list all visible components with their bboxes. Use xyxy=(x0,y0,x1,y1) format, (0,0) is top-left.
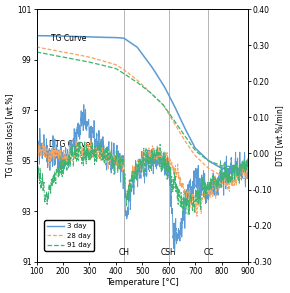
Text: CSH: CSH xyxy=(161,248,177,257)
Text: CH: CH xyxy=(118,248,129,257)
Text: DTG Curve: DTG Curve xyxy=(49,140,90,149)
Text: CC: CC xyxy=(203,248,214,257)
Text: TG Curve: TG Curve xyxy=(51,34,86,43)
Y-axis label: DTG [wt.%/min]: DTG [wt.%/min] xyxy=(276,105,284,166)
Legend: 3 day, 28 day, 91 day: 3 day, 28 day, 91 day xyxy=(44,220,94,251)
X-axis label: Temperature [°C]: Temperature [°C] xyxy=(106,278,179,287)
Y-axis label: TG (mass loss) [wt.%]: TG (mass loss) [wt.%] xyxy=(6,94,14,177)
